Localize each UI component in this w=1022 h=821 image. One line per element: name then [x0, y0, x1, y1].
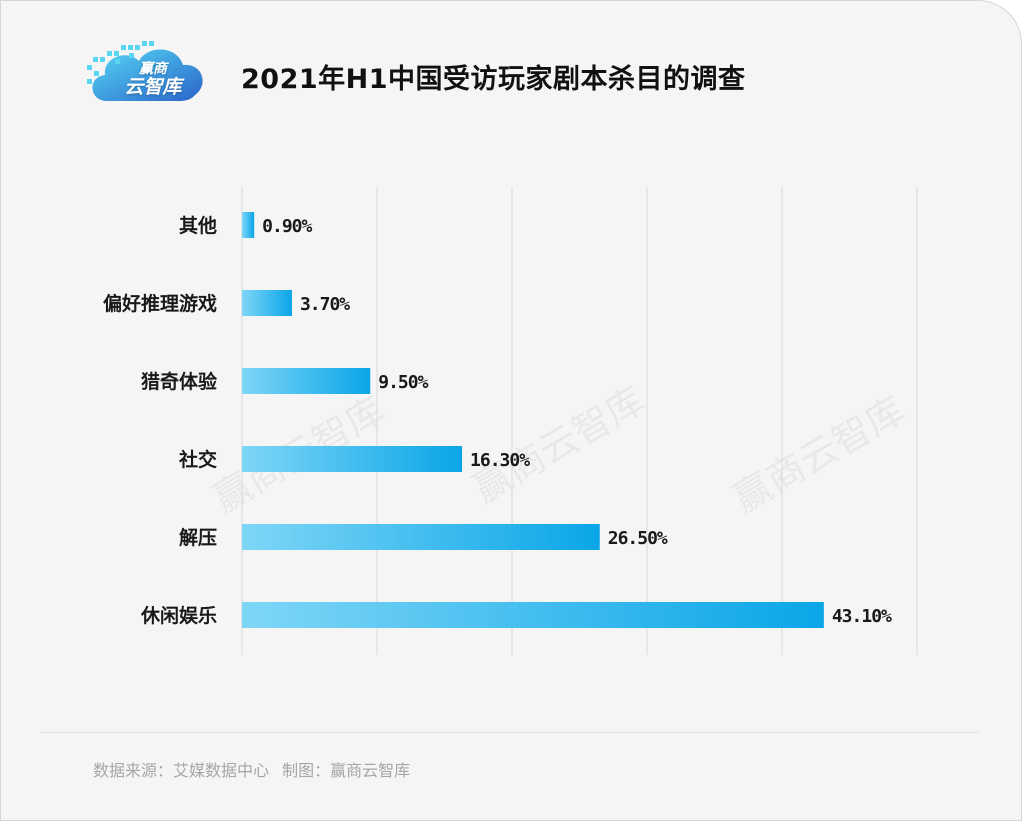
footer: 数据来源：艾媒数据中心 制图：赢商云智库 — [93, 757, 418, 781]
logo-text: 赢商 云智库 — [109, 61, 197, 99]
chart-title: 2021年H1中国受访玩家剧本杀目的调查 — [241, 64, 746, 95]
bar-5 — [242, 602, 824, 628]
footer-credit: 制图：赢商云智库 — [282, 761, 411, 780]
value-label-5: 43.10% — [832, 606, 892, 627]
bar-1 — [242, 290, 292, 316]
category-label-2: 猎奇体验 — [141, 370, 218, 393]
value-label-3: 16.30% — [470, 450, 530, 471]
bar-3 — [242, 446, 463, 472]
bar-4 — [242, 524, 600, 550]
watermark-2: 赢商云智库 — [726, 388, 913, 521]
value-label-2: 9.50% — [378, 372, 428, 393]
category-label-1: 偏好推理游戏 — [103, 292, 217, 315]
category-label-4: 解压 — [179, 526, 217, 549]
category-label-3: 社交 — [178, 448, 217, 471]
logo-line1: 赢商 — [139, 61, 167, 77]
logo-cloud-icon — [87, 41, 203, 101]
bar-2 — [242, 368, 371, 394]
value-label-4: 26.50% — [608, 528, 668, 549]
category-label-0: 其他 — [179, 214, 217, 237]
bar-chart: 赢商云智库赢商云智库赢商云智库其他0.90%偏好推理游戏3.70%猎奇体验9.5… — [103, 187, 918, 655]
category-label-5: 休闲娱乐 — [140, 604, 217, 627]
bar-0 — [242, 212, 255, 238]
value-label-0: 0.90% — [262, 216, 312, 237]
logo-line2: 云智库 — [124, 76, 182, 99]
value-label-1: 3.70% — [300, 294, 350, 315]
logo: 赢商 云智库 — [85, 39, 211, 109]
footer-source: 数据来源：艾媒数据中心 — [93, 761, 270, 780]
watermark-1: 赢商云智库 — [466, 378, 653, 511]
footer-divider — [41, 732, 979, 733]
